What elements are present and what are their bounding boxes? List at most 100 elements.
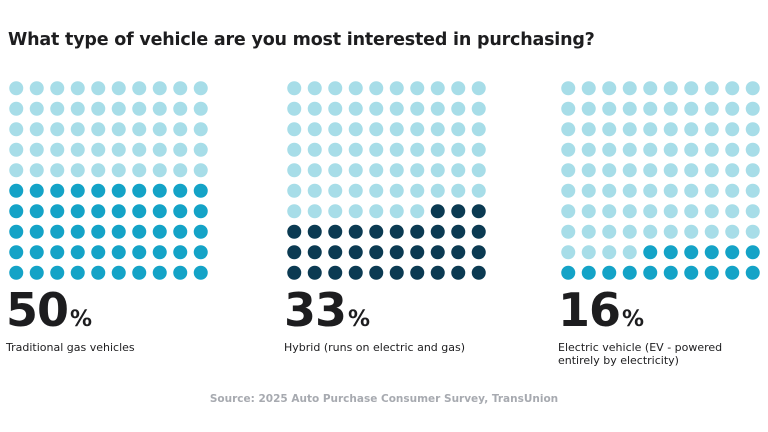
filled-dot (193, 204, 208, 219)
filled-dot (410, 245, 425, 260)
empty-dot (622, 101, 637, 116)
empty-dot (471, 183, 486, 198)
empty-dot (369, 183, 384, 198)
filled-dot (451, 224, 466, 239)
empty-dot (369, 204, 384, 219)
empty-dot (561, 81, 576, 96)
empty-dot (29, 81, 44, 96)
percent-sign: % (70, 307, 93, 332)
filled-dot (29, 224, 44, 239)
empty-dot (602, 245, 617, 260)
empty-dot (602, 101, 617, 116)
filled-dot (328, 224, 343, 239)
empty-dot (745, 183, 760, 198)
empty-dot (561, 224, 576, 239)
filled-dot (50, 183, 65, 198)
empty-dot (663, 183, 678, 198)
empty-dot (663, 163, 678, 178)
empty-dot (663, 81, 678, 96)
percent-sign: % (348, 307, 371, 332)
filled-dot (173, 224, 188, 239)
empty-dot (684, 101, 699, 116)
filled-dot (430, 265, 445, 280)
empty-dot (725, 142, 740, 157)
empty-dot (348, 204, 363, 219)
empty-dot (287, 142, 302, 157)
empty-dot (745, 163, 760, 178)
empty-dot (152, 163, 167, 178)
empty-dot (132, 142, 147, 157)
filled-dot (111, 224, 126, 239)
empty-dot (287, 163, 302, 178)
empty-dot (561, 204, 576, 219)
filled-dot (132, 183, 147, 198)
filled-dot (173, 245, 188, 260)
empty-dot (643, 204, 658, 219)
empty-dot (725, 224, 740, 239)
filled-dot (132, 224, 147, 239)
filled-dot (451, 265, 466, 280)
filled-dot (132, 265, 147, 280)
empty-dot (704, 224, 719, 239)
empty-dot (50, 122, 65, 137)
empty-dot (725, 204, 740, 219)
empty-dot (561, 163, 576, 178)
empty-dot (704, 183, 719, 198)
empty-dot (745, 224, 760, 239)
empty-dot (29, 163, 44, 178)
filled-dot (287, 224, 302, 239)
empty-dot (193, 142, 208, 157)
filled-dot (152, 245, 167, 260)
empty-dot (389, 122, 404, 137)
empty-dot (725, 101, 740, 116)
filled-dot (643, 245, 658, 260)
empty-dot (410, 183, 425, 198)
empty-dot (581, 224, 596, 239)
percent-number: 50 (6, 283, 69, 337)
empty-dot (684, 81, 699, 96)
empty-dot (50, 163, 65, 178)
empty-dot (581, 142, 596, 157)
filled-dot (684, 245, 699, 260)
category-label-ev: Electric vehicle (EV - powered entirely … (558, 341, 723, 367)
filled-dot (50, 224, 65, 239)
empty-dot (287, 81, 302, 96)
filled-dot (430, 245, 445, 260)
filled-dot (50, 265, 65, 280)
empty-dot (602, 224, 617, 239)
filled-dot (348, 265, 363, 280)
filled-dot (307, 224, 322, 239)
filled-dot (287, 265, 302, 280)
empty-dot (602, 81, 617, 96)
filled-dot (193, 245, 208, 260)
empty-dot (369, 101, 384, 116)
empty-dot (50, 101, 65, 116)
empty-dot (348, 183, 363, 198)
empty-dot (287, 122, 302, 137)
waffle-svg (9, 81, 208, 280)
filled-dot (663, 245, 678, 260)
empty-dot (581, 204, 596, 219)
empty-dot (369, 81, 384, 96)
empty-dot (581, 122, 596, 137)
empty-dot (430, 163, 445, 178)
chart-title: What type of vehicle are you most intere… (8, 30, 595, 50)
percent-label-gas: 50 % (6, 287, 226, 333)
empty-dot (430, 122, 445, 137)
empty-dot (704, 101, 719, 116)
empty-dot (152, 142, 167, 157)
empty-dot (684, 224, 699, 239)
filled-dot (369, 224, 384, 239)
filled-dot (152, 183, 167, 198)
empty-dot (471, 101, 486, 116)
filled-dot (70, 245, 85, 260)
filled-dot (745, 245, 760, 260)
empty-dot (725, 183, 740, 198)
empty-dot (471, 122, 486, 137)
filled-dot (9, 265, 24, 280)
filled-dot (602, 265, 617, 280)
filled-dot (70, 265, 85, 280)
empty-dot (111, 163, 126, 178)
percent-label-ev: 16 % (558, 287, 768, 333)
empty-dot (287, 101, 302, 116)
